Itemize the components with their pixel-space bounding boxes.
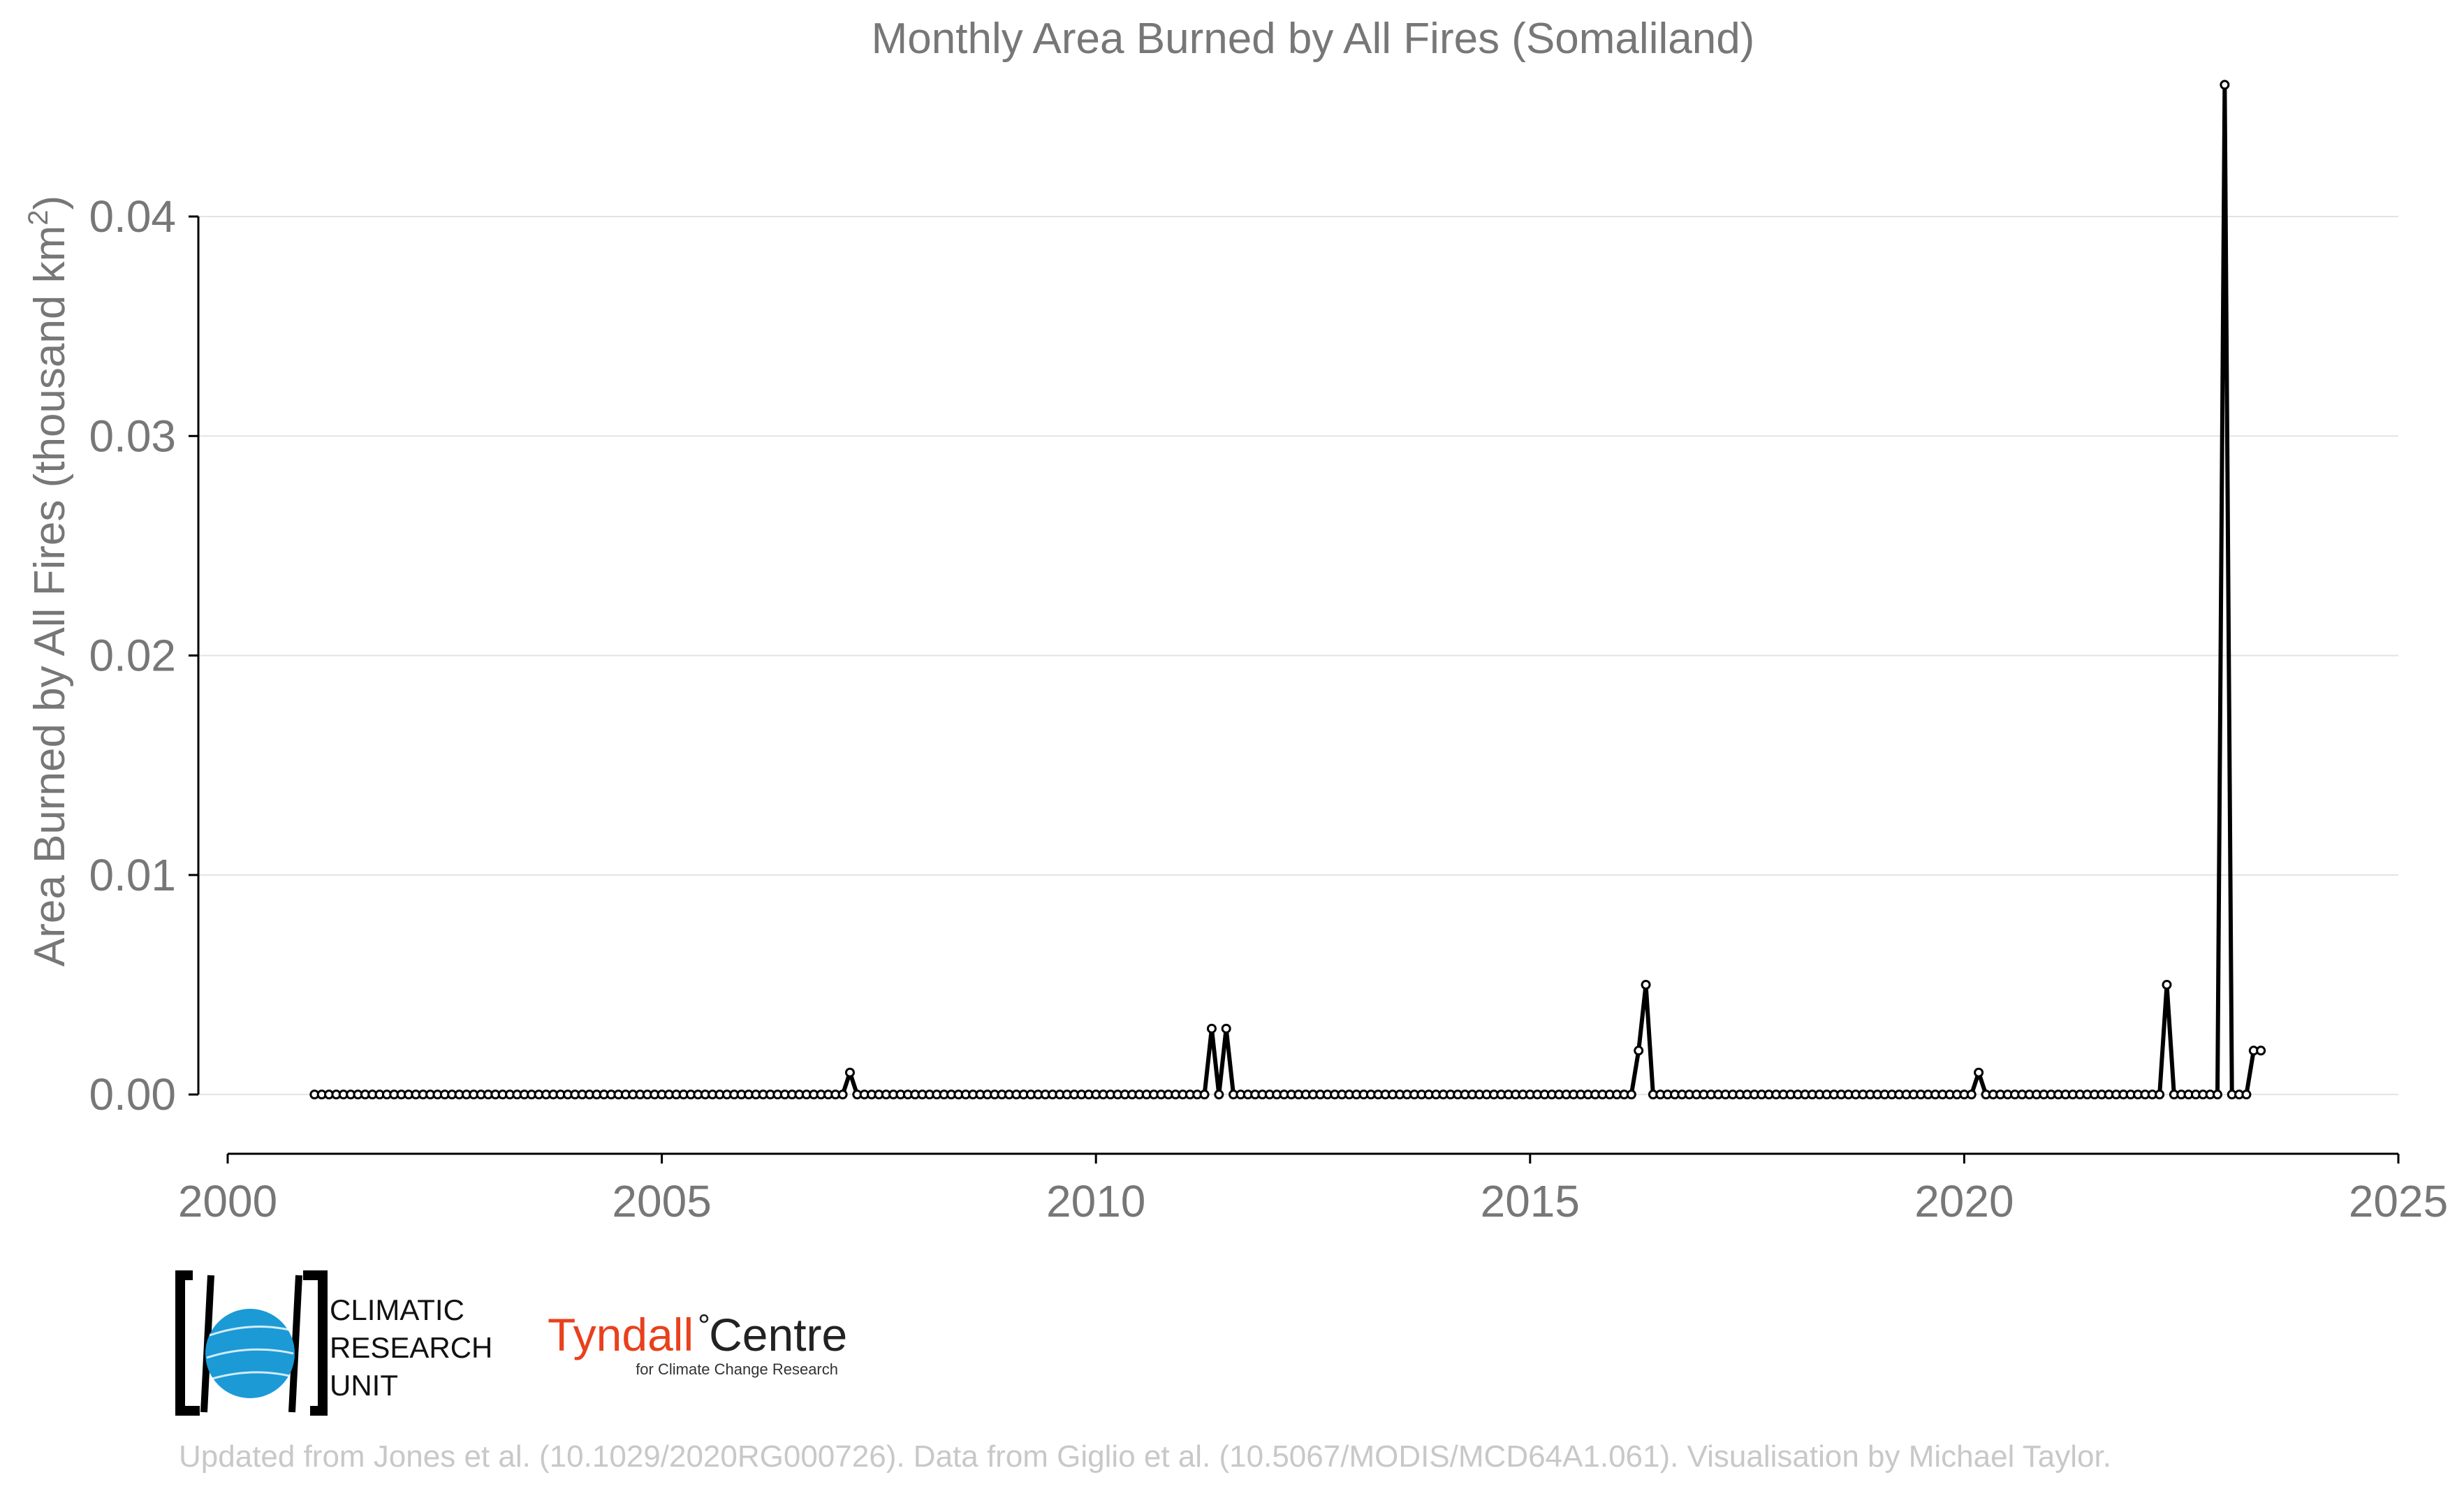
data-point bbox=[844, 1067, 855, 1078]
data-point bbox=[1641, 980, 1651, 990]
data-series bbox=[309, 80, 2266, 1100]
cru-text-line2: RESEARCH bbox=[330, 1331, 492, 1364]
data-point bbox=[837, 1090, 848, 1100]
data-point bbox=[2155, 1090, 2165, 1100]
cru-logo: CLIMATIC RESEARCH UNIT bbox=[175, 1270, 492, 1416]
data-point bbox=[1966, 1090, 1977, 1100]
x-tick-label: 2025 bbox=[2349, 1176, 2448, 1226]
y-tick-label: 0.04 bbox=[89, 191, 176, 242]
x-tick-label: 2010 bbox=[1046, 1176, 1145, 1226]
y-axis-label-superscript: 2 bbox=[23, 210, 54, 226]
data-point bbox=[2220, 80, 2230, 90]
data-point bbox=[2256, 1046, 2266, 1056]
cru-bracket-icon bbox=[175, 1270, 328, 1416]
y-tick-label: 0.02 bbox=[89, 631, 176, 681]
x-tick-label: 2015 bbox=[1481, 1176, 1580, 1226]
y-tick-label: 0.00 bbox=[89, 1069, 176, 1120]
data-point bbox=[1221, 1023, 1231, 1034]
data-point bbox=[2213, 1090, 2222, 1100]
data-point bbox=[1206, 1023, 1217, 1034]
tyndall-wordmark-part2: Centre bbox=[709, 1309, 847, 1360]
x-tick-label: 2000 bbox=[178, 1176, 277, 1226]
tyndall-logo: Tyndall Centre for Climate Change Researc… bbox=[548, 1309, 847, 1378]
data-credit: Updated from Jones et al. (10.1029/2020R… bbox=[179, 1439, 2111, 1474]
data-point bbox=[1634, 1046, 1644, 1056]
tyndall-subtitle: for Climate Change Research bbox=[636, 1360, 838, 1378]
degree-icon bbox=[699, 1314, 709, 1323]
y-axis-label-main: Area Burned by All Fires (thousand km bbox=[26, 226, 74, 967]
globe-lines-icon bbox=[206, 1326, 294, 1380]
chart-title: Monthly Area Burned by All Fires (Somali… bbox=[872, 15, 1755, 63]
x-tick-label: 2005 bbox=[612, 1176, 711, 1226]
x-tick-label: 2020 bbox=[1914, 1176, 2014, 1226]
grid-lines bbox=[197, 216, 2398, 1096]
cru-slash-right-icon bbox=[288, 1275, 302, 1413]
y-tick-label: 0.03 bbox=[89, 411, 176, 461]
tyndall-wordmark-part1: Tyndall bbox=[548, 1309, 694, 1360]
data-point bbox=[2162, 980, 2172, 990]
data-point bbox=[2241, 1090, 2252, 1100]
axes: 0.00 0.01 0.02 0.03 0.04 2000 2005 2010 2015 2020… bbox=[89, 191, 2448, 1226]
cru-text-line1: CLIMATIC bbox=[330, 1293, 464, 1326]
data-point bbox=[1626, 1090, 1636, 1100]
data-point bbox=[1214, 1090, 1224, 1100]
data-point bbox=[1974, 1067, 1984, 1078]
data-point bbox=[1199, 1090, 1210, 1100]
tyndall-wordmark: Tyndall Centre bbox=[548, 1309, 847, 1360]
series-line bbox=[314, 82, 2261, 1097]
cru-text-line3: UNIT bbox=[330, 1369, 398, 1402]
y-axis-label-end: ) bbox=[26, 196, 74, 210]
y-tick-label: 0.01 bbox=[89, 850, 176, 900]
y-axis-label: Area Burned by All Fires (thousand km2) bbox=[23, 196, 74, 967]
